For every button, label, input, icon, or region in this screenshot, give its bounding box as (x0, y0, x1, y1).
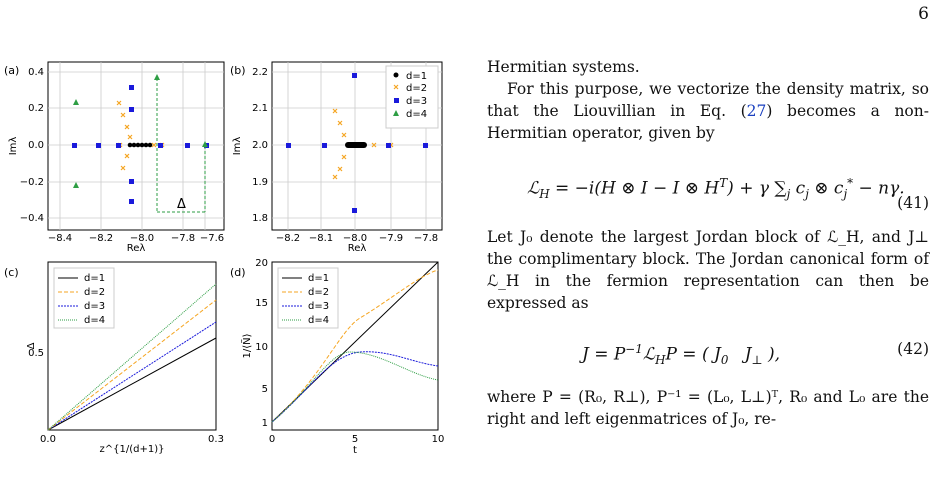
panel-b: (b) 2.2 2.1 2.0 1.9 1.8 −8.2 −8.1 −8.0 −… (230, 61, 443, 254)
panel-c-legend: d=1 d=2 d=3 d=4 (53, 267, 115, 329)
panel-a-xt3: −7.8 (171, 233, 195, 244)
panel-c-tag: (c) (4, 266, 19, 279)
panel-c: (c) 0.5 0.0 0.3 z^{1/(d+1)} Δ d=1 d=2 d=… (4, 261, 224, 455)
panel-c-leg2: d=3 (84, 301, 105, 312)
panel-d-xt2: 10 (432, 434, 445, 445)
panel-d-ylabel: 1/⟨Ñ⟩ (240, 333, 253, 358)
panel-a-ylabel: Imλ (8, 137, 19, 156)
panel-c-leg0: d=1 (84, 273, 105, 284)
eq-ref-27[interactable]: 27 (746, 102, 767, 120)
panel-b-leg3: d=4 (406, 109, 427, 120)
panel-c-leg3: d=4 (84, 315, 105, 326)
panel-b-leg2: d=3 (406, 96, 427, 107)
panel-a-delta: Δ (177, 197, 186, 212)
panel-c-leg1: d=2 (84, 287, 105, 298)
equation-42-number: (42) (897, 340, 929, 358)
panel-a-xt4: −7.6 (200, 233, 224, 244)
panel-c-xlabel: z^{1/(d+1)} (100, 444, 165, 455)
equation-41: ℒH = −i(H ⊗ I − I ⊗ HT) + γ ∑j cj ⊗ cj* … (527, 176, 929, 212)
panel-a-yt0: 0.4 (28, 67, 44, 78)
panel-a: (a) 0.4 0.2 0.0 −0.2 −0.4 −8.4 −8.2 −8.0… (4, 61, 225, 254)
panel-d-yt2: 10 (255, 342, 268, 353)
panel-b-leg0: d=1 (406, 71, 427, 82)
panel-d: (d) 20 15 10 5 1 0 5 10 t 1/⟨Ñ⟩ d=1 d=2 … (230, 258, 444, 456)
panel-b-xt2: −8.0 (343, 233, 367, 244)
panel-b-xlabel: Reλ (348, 243, 367, 254)
panel-c-xt0: 0.0 (40, 434, 56, 445)
panel-a-xt0: −8.4 (48, 233, 72, 244)
panel-b-yt4: 1.8 (252, 213, 268, 224)
panel-d-legend: d=1 d=2 d=3 d=4 (277, 267, 339, 329)
panel-d-leg1: d=2 (308, 287, 329, 298)
panel-a-yt3: −0.2 (20, 177, 44, 188)
panel-b-xt4: −7.8 (414, 233, 438, 244)
panel-d-xt1: 5 (352, 434, 358, 445)
panel-b-yt2: 2.0 (252, 140, 268, 151)
panel-b-yt1: 2.1 (252, 103, 268, 114)
panel-d-tag: (d) (230, 266, 246, 279)
panel-a-yt2: 0.0 (28, 140, 44, 151)
panel-d-xt0: 0 (269, 434, 275, 445)
panel-d-yt1: 15 (255, 298, 268, 309)
panel-d-yt4: 1 (262, 418, 268, 429)
page-number: 6 (918, 4, 929, 24)
panel-b-xt1: −8.1 (309, 233, 333, 244)
panel-d-yt3: 5 (262, 384, 268, 395)
panel-a-yt4: −0.4 (20, 213, 44, 224)
panel-d-xlabel: t (353, 445, 357, 456)
panel-d-leg0: d=1 (308, 273, 329, 284)
panel-a-tag: (a) (4, 64, 19, 77)
panel-c-yt0: 0.5 (28, 348, 44, 359)
panel-b-leg1: d=2 (406, 83, 427, 94)
panel-d-yt0: 20 (255, 258, 268, 269)
panel-b-xt0: −8.2 (276, 233, 300, 244)
panel-c-ylabel: Δ (26, 342, 37, 349)
equation-42: J = P−1ℒHP = ( J0 J⊥ ), (42) (582, 340, 929, 368)
panel-d-leg3: d=4 (308, 315, 329, 326)
panel-b-legend: d=1 d=2 d=3 d=4 (385, 65, 439, 129)
panel-a-xlabel: Reλ (127, 243, 146, 254)
panel-a-yt1: 0.2 (28, 103, 44, 114)
panel-b-tag: (b) (230, 64, 246, 77)
panel-c-xt1: 0.3 (208, 434, 224, 445)
panel-b-ylabel: Imλ (232, 137, 243, 156)
panel-b-yt3: 1.9 (252, 177, 268, 188)
paragraph-3: Let J₀ denote the largest Jordan block o… (487, 228, 929, 312)
panel-a-xt1: −8.2 (89, 233, 113, 244)
panel-b-yt0: 2.2 (252, 67, 268, 78)
panel-b-xt3: −7.9 (379, 233, 403, 244)
equation-41-number: (41) (897, 194, 929, 212)
paragraph-4: where P = (R₀, R⊥), P⁻¹ = (L₀, L⊥)ᵀ, R₀ … (487, 388, 929, 428)
panel-d-leg2: d=3 (308, 301, 329, 312)
panel-a-xt2: −8.0 (130, 233, 154, 244)
paragraph-2: For this purpose, we vectorize the densi… (487, 80, 929, 142)
paragraph-1: Hermitian systems. (487, 58, 640, 76)
text-column: Hermitian systems. For this purpose, we … (487, 56, 929, 430)
figure: (a) 0.4 0.2 0.0 −0.2 −0.4 −8.4 −8.2 −8.0… (4, 61, 444, 456)
